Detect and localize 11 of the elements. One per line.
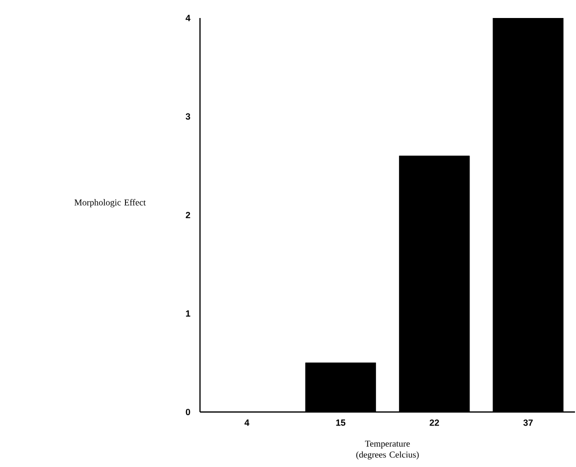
y-tick-label: 2 [186, 212, 190, 218]
x-tick-label: 22 [430, 420, 439, 426]
x-tick-label: 15 [336, 420, 346, 426]
y-tick-label: 1 [186, 310, 190, 317]
y-tick-label: 0 [186, 408, 190, 416]
y-tick-label: 3 [186, 113, 190, 120]
x-tick-label: 37 [523, 420, 533, 426]
x-axis-title: Temperature (degrees Celcius) [356, 440, 419, 460]
y-axis-title: Morphologic Effect [74, 199, 146, 208]
y-tick-label: 4 [186, 14, 190, 22]
x-tick-label: 4 [244, 420, 250, 426]
